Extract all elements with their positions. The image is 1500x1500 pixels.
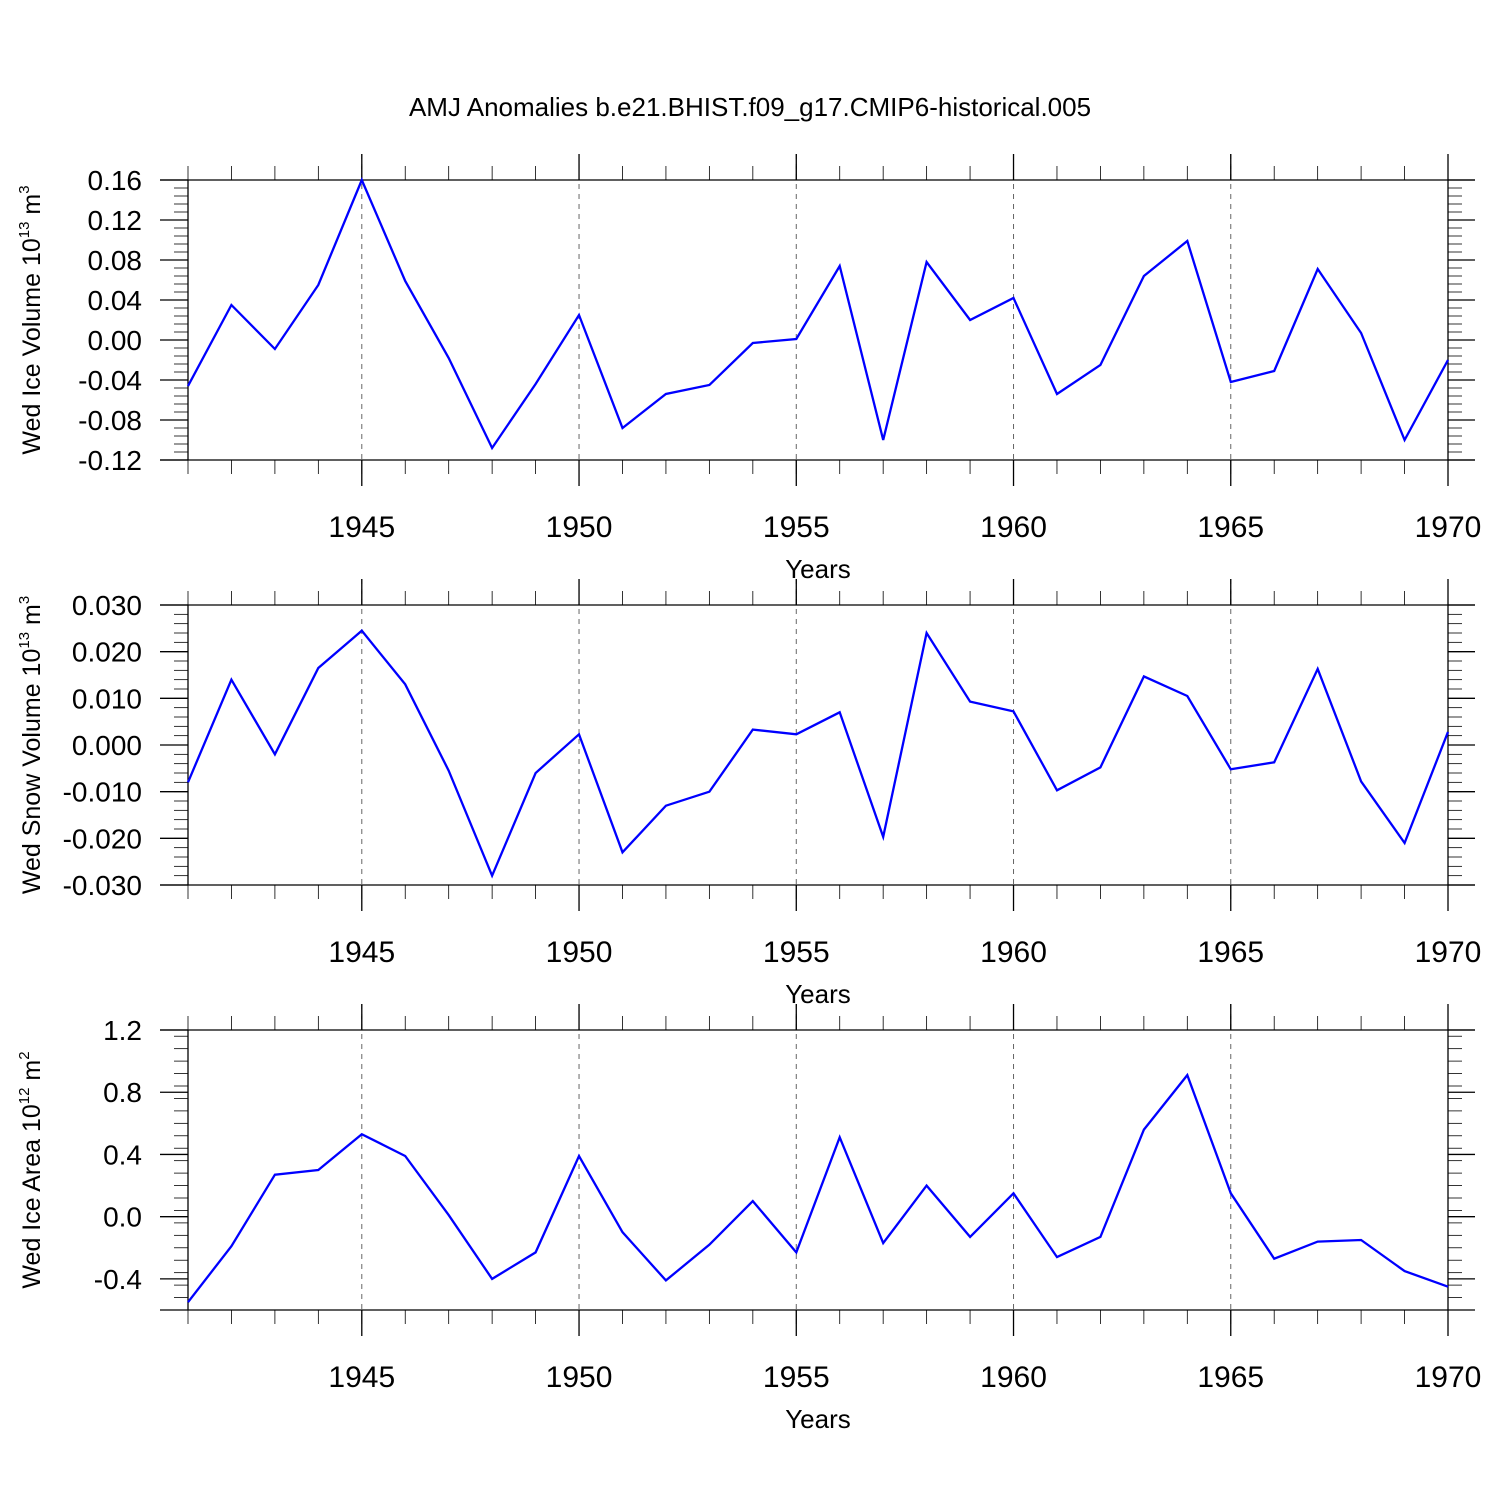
series-line (186, 629, 1450, 879)
ytick-label: 0.00 (88, 325, 143, 356)
panel-1: -0.12 -0.08 -0.04 0.00 0.04 0.08 0.12 0.16 1945 1… (16, 154, 1481, 584)
x-axis-label: Years (785, 554, 851, 584)
ytick-label: 0.010 (72, 683, 142, 714)
chart-title: AMJ Anomalies b.e21.BHIST.f09_g17.CMIP6-… (409, 92, 1091, 122)
ytick-label: 0.000 (72, 730, 142, 761)
series-line (187, 1072, 1449, 1303)
ytick-label: -0.030 (63, 870, 142, 901)
ytick-label: 0.08 (88, 245, 143, 276)
ytick-label: 1.2 (103, 1015, 142, 1046)
xtick-label: 1965 (1197, 936, 1264, 969)
x-axis-label: Years (785, 979, 851, 1009)
y-axis-label: Wed Ice Volume 1013 m3 (16, 185, 46, 454)
ytick-label: -0.4 (94, 1264, 142, 1295)
ytick-label: -0.08 (78, 405, 142, 436)
ytick-label: 0.030 (72, 590, 142, 621)
xtick-label: 1955 (763, 936, 830, 969)
ytick-label: 0.020 (72, 637, 142, 668)
x-axis-label: Years (785, 1404, 851, 1434)
xtick-label: 1950 (546, 936, 613, 969)
ytick-label: 0.16 (88, 165, 143, 196)
xtick-label: 1950 (546, 511, 613, 544)
ytick-label: -0.12 (78, 445, 142, 476)
xtick-label: 1950 (546, 1361, 613, 1394)
ytick-label: 0.8 (103, 1077, 142, 1108)
ytick-label: 0.0 (103, 1202, 142, 1233)
xtick-label: 1955 (763, 511, 830, 544)
xtick-label: 1960 (980, 1361, 1047, 1394)
series-line (186, 177, 1450, 451)
panel-3: -0.4 0.0 0.4 0.8 1.2 1945 1950 1955 1960 1965 1970… (16, 1004, 1481, 1434)
xtick-label: 1960 (980, 936, 1047, 969)
xtick-label: 1970 (1415, 936, 1482, 969)
y-axis-label: Wed Ice Area 1012 m2 (16, 1051, 46, 1288)
y-axis-label: Wed Snow Volume 1013 m3 (16, 596, 46, 894)
xtick-label: 1970 (1415, 1361, 1482, 1394)
ytick-label: 0.12 (88, 205, 143, 236)
panels: -0.12 -0.08 -0.04 0.00 0.04 0.08 0.12 0.16 1945 1… (16, 154, 1481, 1434)
ytick-label: -0.010 (63, 777, 142, 808)
panel-2: -0.030 -0.020 -0.010 0.000 0.010 0.020 0.030 19… (16, 579, 1481, 1009)
xtick-label: 1945 (328, 1361, 395, 1394)
xtick-label: 1965 (1197, 1361, 1264, 1394)
xtick-label: 1955 (763, 1361, 830, 1394)
ytick-label: 0.04 (88, 285, 143, 316)
xtick-label: 1960 (980, 511, 1047, 544)
ytick-label: -0.04 (78, 365, 142, 396)
ytick-label: 0.4 (103, 1139, 142, 1170)
xtick-label: 1970 (1415, 511, 1482, 544)
xtick-label: 1965 (1197, 511, 1264, 544)
xtick-label: 1945 (328, 511, 395, 544)
ytick-label: -0.020 (63, 823, 142, 854)
xtick-label: 1945 (328, 936, 395, 969)
